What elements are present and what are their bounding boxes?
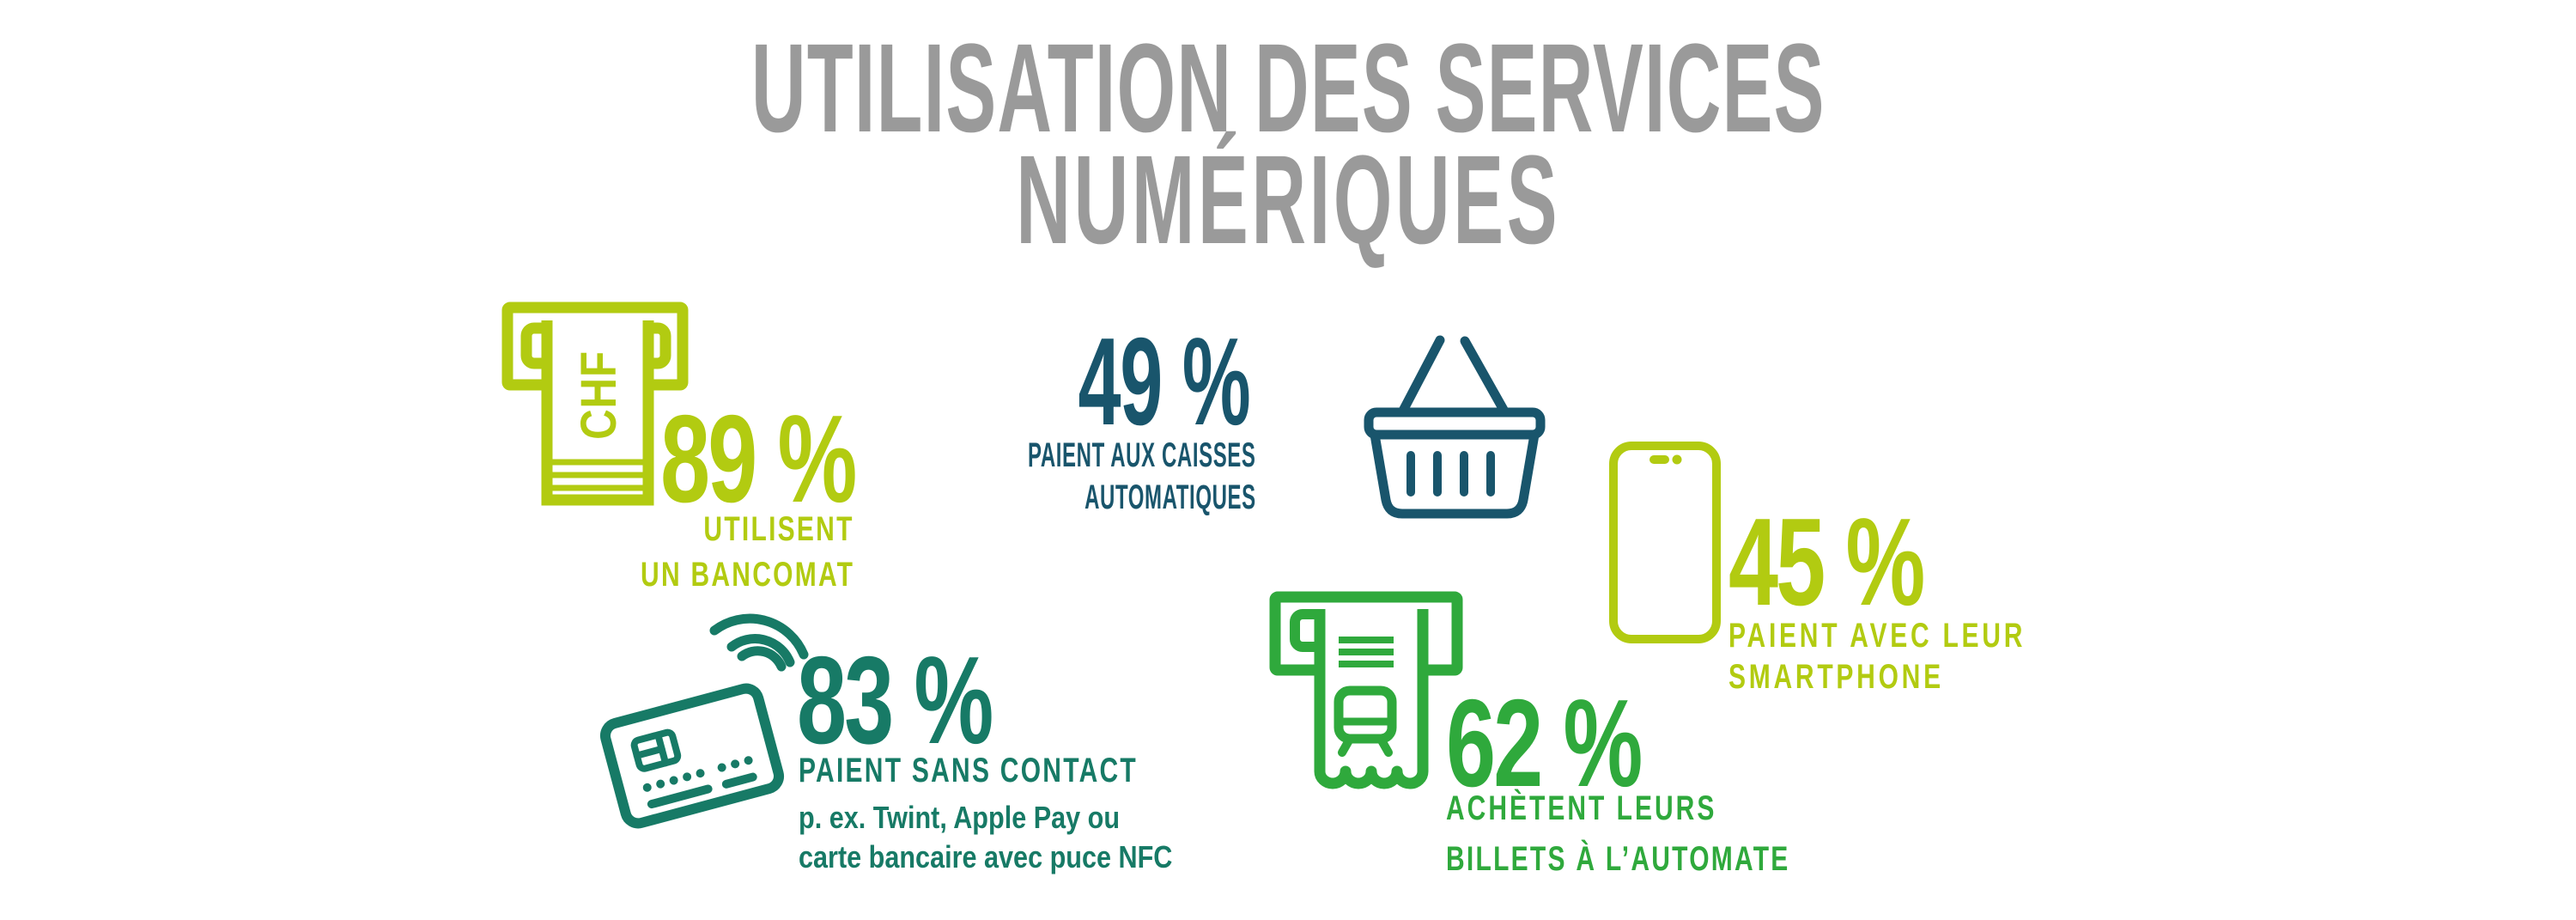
stat-self-checkout-value: 49 % (1078, 312, 1250, 451)
stat-contactless-note-line1: p. ex. Twint, Apple Pay ou (799, 800, 1121, 835)
contactless-card-icon (592, 601, 850, 842)
page-title-line1-text: UTILISATION DES SERVICES (750, 18, 1826, 159)
smartphone-icon (1607, 439, 1723, 646)
stat-ticket-machine-label-line2: BILLETS À L’AUTOMATE (1446, 840, 1790, 878)
nfc-wave-middle (726, 634, 795, 667)
chf-banknote-label: CHF (571, 350, 627, 440)
stat-smartphone-label-line1: PAIENT AVEC LEUR (1728, 617, 2026, 655)
stat-bancomat-label-line2: UN BANCOMAT (640, 556, 854, 594)
nfc-wave-outer (709, 613, 809, 660)
nfc-wave-inner (737, 646, 787, 672)
stat-self-checkout-label-line1: PAIENT AUX CAISSES (1028, 436, 1256, 474)
atm-cash-dispenser-icon: CHF (501, 302, 689, 506)
stat-contactless-label: PAIENT SANS CONTACT (799, 752, 1138, 789)
stat-bancomat-value: 89 % (659, 389, 857, 528)
stat-smartphone-label-line2: SMARTPHONE (1728, 658, 1944, 696)
stat-contactless-note-line2: carte bancaire avec puce NFC (799, 839, 1173, 874)
stat-ticket-machine-value: 62 % (1446, 673, 1643, 813)
stat-smartphone-value: 45 % (1728, 492, 1925, 631)
page-title-line1: UTILISATION DES SERVICES (0, 26, 2576, 152)
ticket-machine-icon (1265, 591, 1464, 790)
stat-bancomat-label-line1: UTILISENT (703, 510, 854, 548)
page-title-line2-text: NUMÉRIQUES (1016, 130, 1560, 271)
stat-ticket-machine-label-line1: ACHÈTENT LEURS (1446, 789, 1717, 827)
stat-self-checkout-label-line2: AUTOMATIQUES (1084, 478, 1256, 516)
stat-contactless-value: 83 % (797, 631, 993, 770)
shopping-basket-icon (1364, 335, 1546, 520)
train-glyph (1334, 685, 1397, 744)
page-title-line2: NUMÉRIQUES (0, 137, 2576, 264)
